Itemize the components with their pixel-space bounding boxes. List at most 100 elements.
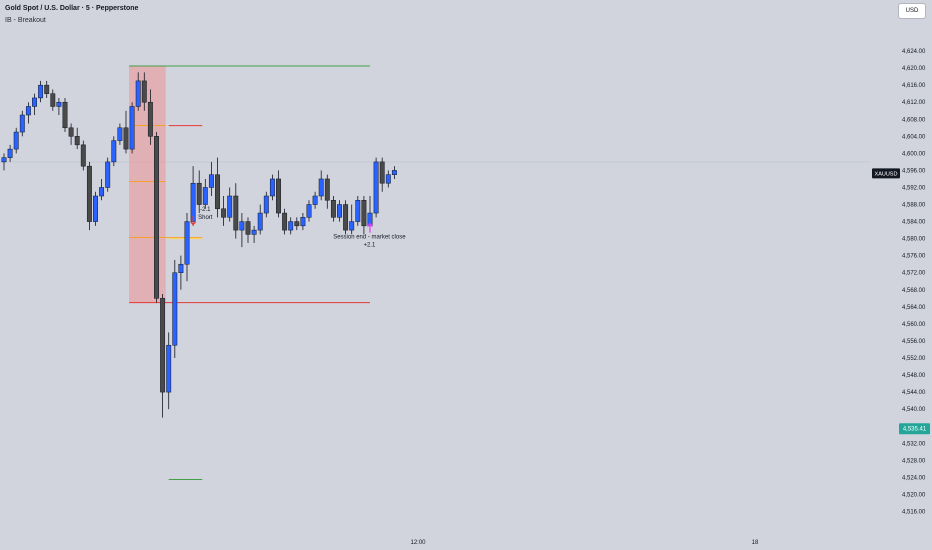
- candle-body: [129, 106, 135, 150]
- levels-layer: [129, 65, 370, 480]
- candle: [379, 157, 385, 192]
- candle: [306, 200, 312, 222]
- candle-body: [25, 106, 31, 116]
- candle: [196, 170, 202, 214]
- y-tick-label: 4,600.00: [902, 151, 926, 157]
- y-tick-label: 4,528.00: [902, 458, 926, 464]
- candle: [129, 102, 135, 154]
- candle: [276, 170, 281, 218]
- annotation-label: Session end - market close: [333, 235, 406, 241]
- candle-body: [172, 272, 178, 346]
- y-tick-label: 4,604.00: [902, 134, 926, 140]
- candle: [50, 89, 56, 111]
- y-tick-label: 4,580.00: [902, 237, 926, 243]
- candle: [86, 161, 92, 231]
- candle-body: [385, 174, 391, 184]
- candle: [178, 255, 184, 290]
- candle-body: [74, 136, 80, 146]
- candle-body: [306, 204, 312, 218]
- candle-body: [355, 200, 361, 222]
- y-tick-label: 4,620.00: [902, 66, 926, 72]
- candle: [288, 217, 294, 235]
- candle: [318, 170, 324, 201]
- candle: [105, 157, 111, 192]
- y-tick-label: 4,612.00: [902, 100, 926, 106]
- y-tick-label: 4,524.00: [902, 475, 926, 481]
- candle: [135, 72, 141, 111]
- candle: [215, 157, 220, 218]
- candle: [166, 332, 172, 410]
- candle-body: [38, 84, 44, 99]
- candle-body: [141, 80, 147, 103]
- candle: [233, 183, 239, 239]
- candle: [282, 208, 288, 235]
- candle-body: [208, 174, 214, 188]
- candle: [257, 204, 263, 235]
- y-tick-label: 4,552.00: [902, 356, 926, 362]
- candle: [245, 217, 251, 243]
- candle-body: [1, 157, 7, 163]
- annotations-layer: -2.1 Short Session end - market close+2.1: [198, 207, 406, 248]
- candle: [269, 174, 275, 201]
- candle: [56, 97, 62, 115]
- symbol-tag-label: XAUUSD: [875, 171, 898, 177]
- candle: [111, 136, 117, 167]
- candle-body: [154, 136, 159, 299]
- ib-zone: [129, 65, 166, 303]
- y-tick-label: 4,616.00: [902, 83, 926, 89]
- candle-body: [294, 221, 300, 227]
- candle: [202, 178, 208, 209]
- candle-body: [233, 195, 239, 231]
- candle-body: [245, 221, 251, 235]
- y-tick-label: 4,544.00: [902, 390, 926, 396]
- candle-body: [239, 221, 245, 231]
- candle-body: [221, 208, 227, 218]
- candle-body: [19, 114, 25, 133]
- y-tick-label: 4,532.00: [902, 441, 926, 447]
- candle-body: [117, 127, 123, 141]
- candle-body: [62, 101, 68, 129]
- candle: [117, 123, 123, 145]
- x-axis[interactable]: 12:00 18: [410, 540, 759, 546]
- y-axis[interactable]: 4,624.00 4,620.00 4,616.00 4,612.00 4,608.00…: [902, 49, 926, 515]
- candle-body: [111, 140, 117, 163]
- candle-body: [93, 195, 98, 222]
- candle-body: [300, 217, 306, 227]
- candle: [312, 191, 318, 209]
- indicator-label[interactable]: IB - Breakout: [5, 17, 46, 24]
- candle-body: [123, 127, 129, 150]
- candle: [44, 80, 50, 98]
- candle: [337, 200, 342, 222]
- candle: [1, 153, 7, 171]
- candle-body: [257, 212, 263, 231]
- candle: [239, 213, 245, 248]
- candle: [68, 123, 74, 145]
- candle: [330, 196, 336, 222]
- candle-body: [391, 170, 397, 175]
- candle-body: [44, 84, 50, 94]
- y-tick-label: 4,560.00: [902, 322, 926, 328]
- candle: [355, 196, 361, 226]
- candle-body: [86, 165, 92, 222]
- candle-body: [196, 182, 202, 205]
- candle-body: [68, 127, 74, 137]
- candle: [99, 178, 105, 201]
- candle-body: [324, 178, 330, 201]
- candle-body: [337, 204, 342, 218]
- candle-body: [263, 195, 269, 214]
- candle-body: [7, 148, 13, 158]
- candle-body: [32, 97, 37, 107]
- currency-button[interactable]: USD: [898, 3, 926, 19]
- last-price-label: 4,535.41: [903, 427, 927, 433]
- y-tick-label: 4,592.00: [902, 185, 926, 191]
- candle: [391, 166, 397, 179]
- candle: [13, 127, 19, 154]
- candle: [227, 187, 233, 222]
- candle: [324, 174, 330, 209]
- candle: [38, 80, 44, 103]
- candle-body: [160, 298, 166, 393]
- candle-body: [227, 195, 233, 218]
- candle: [80, 140, 86, 171]
- candle: [184, 213, 190, 282]
